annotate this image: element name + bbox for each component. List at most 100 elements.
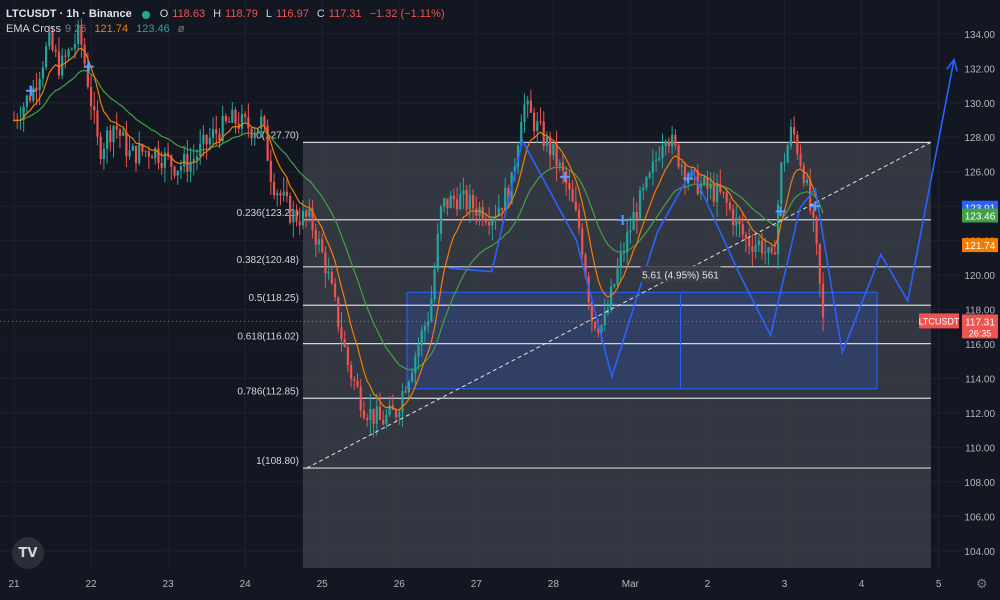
ohlc-change-value: −1.32 (−1.11%) (369, 8, 445, 20)
candle-body (154, 148, 157, 159)
candle-body (427, 321, 430, 326)
gear-icon[interactable]: ⚙ (976, 576, 988, 591)
candle-body (780, 163, 783, 205)
candle-body (314, 229, 317, 245)
price-tick-label: 118.00 (965, 306, 995, 317)
candle-body (218, 133, 221, 141)
candle-body (346, 346, 349, 366)
candle-body (253, 133, 256, 139)
candle-body (619, 253, 622, 269)
candle-body (224, 115, 227, 122)
candle-body (452, 195, 455, 200)
candle-body (539, 121, 542, 123)
candle-body (375, 406, 378, 424)
fib-level-label: 0(127.70) (256, 130, 299, 141)
candle-body (680, 165, 683, 167)
candle-body (526, 100, 529, 105)
candle-body (802, 165, 805, 184)
candle-body (613, 284, 616, 287)
candle-body (744, 234, 748, 240)
symbol-title[interactable]: LTCUSDT · 1h · Binance (6, 8, 132, 20)
candle-body (610, 286, 613, 310)
candle-body (234, 109, 237, 124)
candle-body (138, 144, 141, 164)
ema-indicator-name[interactable]: EMA Cross (6, 23, 62, 35)
candle-body (523, 104, 526, 123)
candle-body (295, 209, 298, 222)
last-price-symbol: LTCUSDT (919, 316, 960, 326)
candle-body (488, 222, 491, 226)
candle-body (654, 159, 658, 162)
time-tick-label: 26 (394, 579, 406, 590)
candle-body (394, 409, 398, 418)
candle-body (263, 116, 266, 126)
candle-body (542, 121, 545, 147)
candle-body (35, 87, 38, 91)
candle-body (25, 95, 28, 107)
time-tick-label: 28 (548, 579, 560, 590)
ohlc-h-value: 118.79 (225, 8, 258, 20)
candle-body (459, 194, 462, 210)
candle-body (231, 109, 234, 123)
candle-body (96, 110, 99, 137)
candle-body (799, 154, 802, 166)
candle-body (256, 128, 260, 134)
candle-body (773, 252, 776, 255)
tradingview-logo[interactable]: TV (12, 537, 44, 569)
candle-body (549, 136, 552, 156)
candle-body (244, 113, 247, 118)
ema-indicator-params: 9 26 (65, 23, 87, 35)
candle-body (54, 49, 57, 52)
candle-body (282, 191, 285, 196)
candle-body (805, 179, 809, 184)
candle-body (571, 189, 574, 202)
candle-body (664, 142, 667, 147)
candle-body (308, 208, 311, 217)
price-tick-label: 132.00 (964, 64, 995, 75)
eye-slash-icon[interactable]: ø (177, 23, 185, 35)
candle-body (372, 408, 375, 424)
candle-body (712, 184, 715, 203)
price-axis: 104.00 106.00 108.00 110.00 112.00 114.00 116.… (962, 30, 998, 558)
candle-body (468, 194, 471, 210)
candle-body (783, 162, 786, 164)
market-status-dot (141, 10, 150, 19)
candle-body (285, 191, 288, 196)
candle-body (420, 330, 423, 346)
candle-body (115, 126, 118, 130)
candle-body (786, 145, 789, 163)
candle-body (484, 220, 488, 223)
candle-body (109, 130, 112, 143)
fib-level-label: 0.786(112.85) (237, 386, 299, 397)
candle-body (51, 32, 54, 50)
candle-body (305, 210, 308, 217)
candle-body (748, 239, 751, 247)
ema-price-badge (962, 238, 998, 253)
candle-body (728, 202, 732, 210)
candle-body (292, 209, 295, 223)
candle-body (754, 245, 757, 252)
candle-body (449, 195, 452, 209)
ohlc-h-label: H (213, 8, 222, 20)
price-tick-label: 114.00 (965, 374, 995, 385)
trendline-dashed (306, 141, 932, 469)
candle-body (93, 106, 96, 111)
cross-marker (25, 85, 36, 96)
candle-body (398, 412, 401, 418)
candle-body (651, 161, 654, 174)
candle-body (770, 247, 773, 253)
candle-body (41, 67, 44, 79)
candle-body (385, 414, 388, 425)
candle-body (112, 126, 115, 143)
cross-marker (617, 214, 628, 225)
candle-body (722, 191, 725, 193)
candle-body (80, 25, 83, 45)
candle-body (77, 25, 80, 45)
candle-body (134, 145, 138, 164)
time-tick-label: 4 (859, 579, 865, 590)
candle-body (558, 162, 561, 167)
time-tick-label: 24 (240, 579, 252, 590)
time-tick-label: Mar (622, 579, 640, 590)
candle-body (298, 221, 301, 226)
